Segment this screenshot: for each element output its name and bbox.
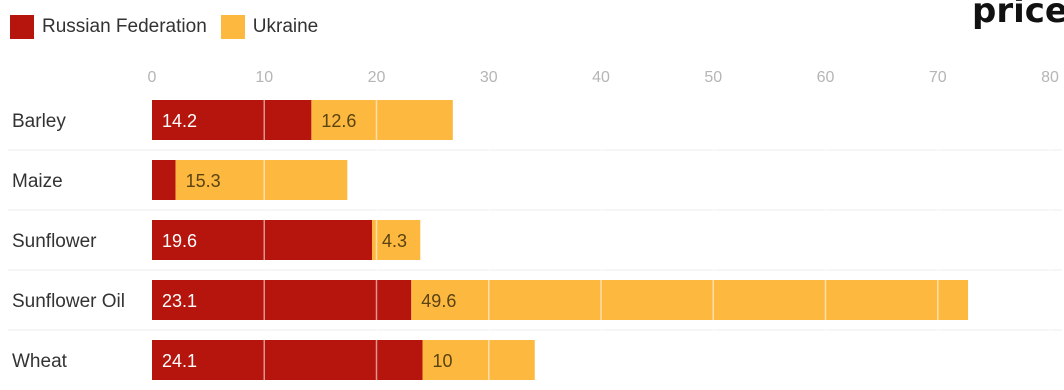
x-tick-label-80: 80 [1041,69,1059,86]
category-label-wheat: Wheat [12,351,68,372]
legend-label-ukraine: Ukraine [252,16,319,37]
data-label-wheat-russian-federation: 24.1 [162,351,197,371]
legend-label-russian-federation: Russian Federation [42,16,207,37]
data-label-maize-ukraine: 15.3 [186,171,221,191]
category-label-maize: Maize [12,171,63,192]
bar-maize-ukraine [175,160,348,200]
legend-item-ukraine[interactable]: Ukraine [220,15,319,39]
legend-item-russian-federation[interactable]: Russian Federation [10,15,207,39]
x-tick-label-20: 20 [368,69,386,86]
data-label-wheat-ukraine: 10 [433,351,453,371]
category-label-sunflower-oil: Sunflower Oil [12,291,125,312]
data-label-sunflower-oil-ukraine: 49.6 [421,291,456,311]
x-tick-label-60: 60 [817,69,835,86]
x-tick-label-40: 40 [592,69,610,86]
legend: Russian Federation Ukraine [10,12,318,42]
category-label-sunflower: Sunflower [12,231,97,252]
bar-sunflower-ukraine [372,220,421,260]
x-tick-label-50: 50 [704,69,722,86]
category-label-barley: Barley [12,111,66,132]
data-label-barley-russian-federation: 14.2 [162,111,197,131]
bar-wheat-ukraine [422,340,535,380]
x-tick-label-30: 30 [480,69,498,86]
bar-sunflower-oil-russian-federation [152,280,412,320]
x-tick-label-10: 10 [255,69,273,86]
data-label-sunflower-oil-russian-federation: 23.1 [162,291,197,311]
legend-swatch-ukraine [220,15,245,39]
legend-swatch-russian-federation [10,15,34,39]
bar-sunflower-russian-federation [152,220,373,260]
bar-sunflower-oil-ukraine [411,280,969,320]
bar-barley-ukraine [311,100,453,140]
x-tick-label-0: 0 [148,69,157,86]
bar-maize-russian-federation [152,160,176,200]
data-label-sunflower-ukraine: 4.3 [382,231,407,251]
corner-title-fragment: price [972,0,1064,31]
bar-wheat-russian-federation [152,340,423,380]
data-label-sunflower-russian-federation: 19.6 [162,231,197,251]
data-label-barley-ukraine: 12.6 [321,111,356,131]
bar-barley-russian-federation [152,100,312,140]
x-tick-label-70: 70 [929,69,947,86]
